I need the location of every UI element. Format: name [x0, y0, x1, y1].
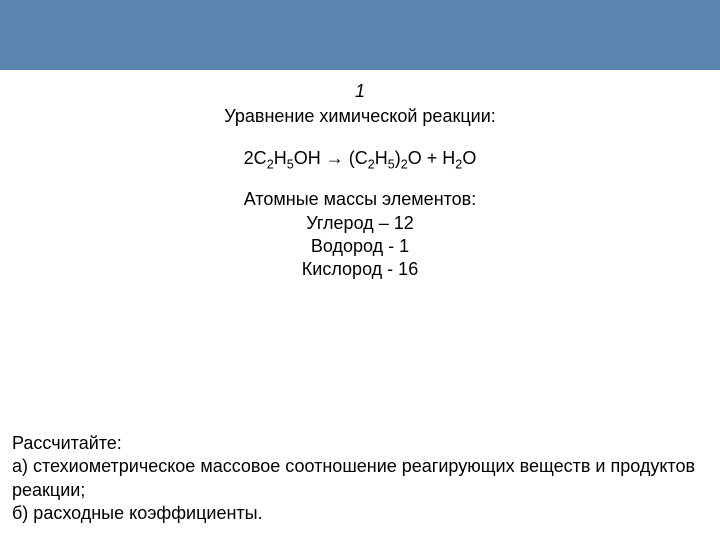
task-block: Рассчитайте: а) стехиометрическое массов… — [12, 432, 708, 526]
masses-line: Кислород - 16 — [12, 258, 708, 281]
heading-line: Уравнение химической реакции: — [12, 105, 708, 128]
formula-line: 2C2H5OH → (C2H5)2O + H2O — [12, 147, 708, 170]
task-intro: Рассчитайте: — [12, 432, 708, 455]
task-item: б) расходные коэффициенты. — [12, 502, 708, 525]
centered-block: 1 Уравнение химической реакции: 2C2H5OH … — [12, 80, 708, 282]
masses-line: Углерод – 12 — [12, 212, 708, 235]
masses-line: Водород - 1 — [12, 235, 708, 258]
content-area: 1 Уравнение химической реакции: 2C2H5OH … — [0, 70, 720, 282]
masses-block: Атомные массы элементов: Углерод – 12 Во… — [12, 188, 708, 282]
task-item: а) стехиометрическое массовое соотношени… — [12, 455, 708, 502]
masses-title: Атомные массы элементов: — [12, 188, 708, 211]
header-band — [0, 0, 720, 70]
slide-number: 1 — [12, 80, 708, 103]
